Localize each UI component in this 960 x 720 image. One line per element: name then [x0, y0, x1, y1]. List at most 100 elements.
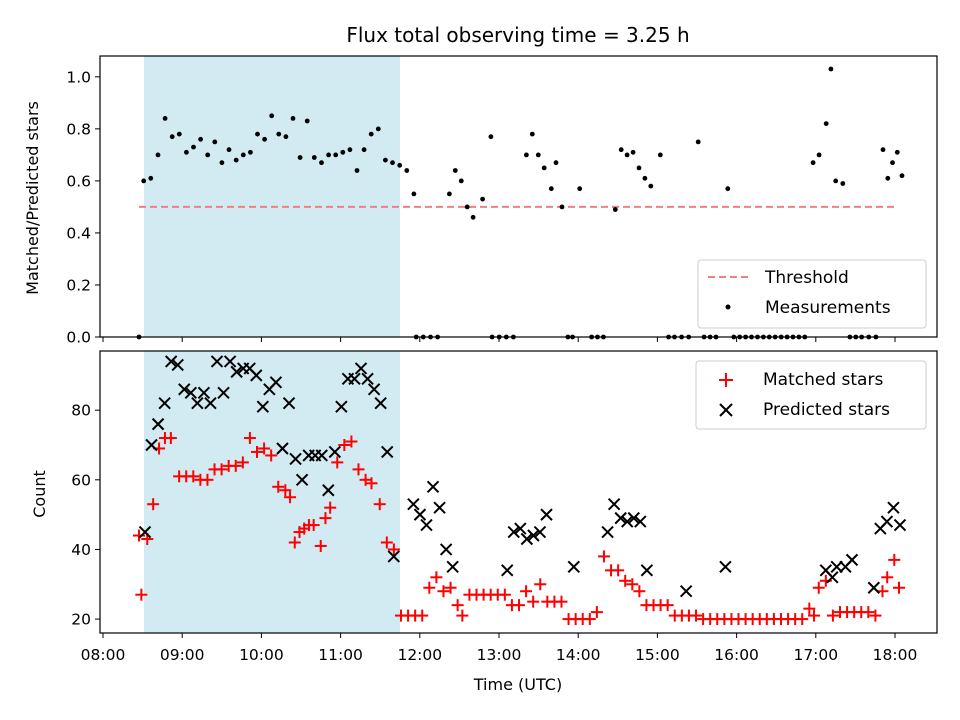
measurement-point [642, 175, 648, 181]
measurement-point [411, 191, 417, 197]
measurement-point [480, 196, 485, 202]
predicted-star-point [145, 438, 158, 452]
predicted-star-point [223, 355, 237, 368]
predicted-star-point [719, 560, 732, 574]
legend-matched-swatch [719, 373, 733, 387]
measurement-point [464, 204, 470, 210]
x-tick-label: 10:00 [239, 646, 284, 664]
measurement-point [276, 131, 282, 137]
measurement-point [529, 131, 535, 137]
predicted-star-point [250, 369, 263, 382]
measurement-point [205, 152, 211, 158]
bottom-y-tick-label: 40 [71, 541, 91, 559]
bottom-y-tick-label: 20 [71, 611, 91, 629]
predicted-star-point [614, 511, 627, 525]
matched-star-point [423, 581, 436, 594]
legend-measurements-label: Measurements [765, 298, 891, 318]
measurement-point [340, 149, 346, 155]
legend-measurements-swatch [725, 304, 731, 310]
measurement-point [524, 152, 529, 158]
measurement-point [548, 186, 554, 192]
bottom-y-axis-label: Count [30, 470, 49, 518]
predicted-star-point [520, 532, 534, 546]
top-axes-frame [99, 55, 938, 338]
matched-star-point [201, 473, 214, 486]
predicted-star-point [607, 497, 621, 511]
matched-star-point [661, 599, 674, 612]
predicted-star-point [348, 372, 361, 386]
predicted-star-point [322, 484, 335, 497]
predicted-star-point [634, 515, 647, 528]
matched-star-point [633, 585, 646, 598]
predicted-star-point [204, 397, 217, 410]
x-tick-label: 13:00 [477, 646, 522, 664]
matched-star-point [456, 609, 469, 622]
measurement-point [347, 147, 353, 153]
measurement-point [361, 147, 367, 153]
measurement-point [255, 131, 260, 137]
matched-star-point [812, 581, 825, 594]
predicted-star-point [507, 525, 520, 539]
x-axis-label: Time (UTC) [473, 675, 562, 694]
matched-star-point [251, 445, 264, 458]
predicted-star-point [433, 501, 446, 514]
measurement-point [162, 116, 168, 121]
matched-star-point [279, 484, 292, 497]
matched-star-point [416, 609, 429, 622]
measurement-point [184, 149, 189, 155]
predicted-star-point [289, 452, 302, 466]
matched-star-point [590, 606, 603, 619]
top-y-tick-label: 0.0 [66, 329, 91, 347]
measurement-point [823, 121, 829, 126]
measurement-point [226, 147, 232, 153]
matched-star-point [352, 463, 365, 476]
matched-star-point [288, 536, 301, 549]
x-tick-label: 16:00 [714, 646, 759, 664]
top-shaded-region [144, 56, 400, 337]
predicted-star-point [138, 525, 152, 539]
measurement-point [368, 131, 374, 137]
predicted-star-point [627, 511, 640, 525]
matched-star-point [319, 512, 332, 525]
measurement-point [390, 160, 395, 166]
predicted-star-point [217, 386, 230, 399]
measurement-point [816, 152, 822, 158]
matched-star-point [612, 564, 625, 577]
predicted-star-point [426, 480, 440, 493]
matched-star-point [430, 571, 443, 584]
predicted-star-point [256, 400, 270, 413]
measurement-point [630, 149, 636, 155]
chart-title: Flux total observing time = 3.25 h [346, 23, 689, 47]
predicted-star-point [567, 560, 580, 574]
matched-star-point [265, 449, 278, 462]
measurement-point [880, 147, 886, 153]
matched-star-point [808, 609, 821, 622]
matched-star-point [888, 553, 901, 566]
top-panel: 0.0 0.2 0.4 0.6 0.8 1.0 Matched/Predicted sta… [23, 55, 938, 347]
x-tick-label: 18:00 [873, 646, 918, 664]
predicted-star-point [210, 355, 224, 368]
bottom-legend: Matched stars Predicted stars [695, 360, 927, 430]
bottom-y-tick-label: 80 [71, 402, 91, 420]
measurement-point [233, 157, 239, 163]
matched-star-point [236, 456, 249, 469]
x-tick-label: 17:00 [793, 646, 838, 664]
measurement-point [191, 144, 196, 150]
matched-star-point [331, 456, 344, 469]
measurement-point [383, 157, 388, 163]
matched-star-point [444, 581, 457, 594]
measurement-point [890, 160, 895, 166]
measurement-point [535, 152, 541, 158]
matched-star-point [690, 609, 703, 622]
predicted-star-point [679, 585, 693, 598]
measurement-point [452, 168, 458, 173]
matched-star-point [619, 574, 632, 587]
measurement-point [636, 165, 642, 171]
matched-star-point [365, 477, 378, 490]
matched-star-point [534, 578, 547, 591]
predicted-star-point [640, 564, 654, 577]
measurement-point [624, 152, 630, 158]
measurement-point [657, 152, 663, 158]
matched-star-point [187, 470, 200, 483]
measurement-point [612, 207, 618, 212]
